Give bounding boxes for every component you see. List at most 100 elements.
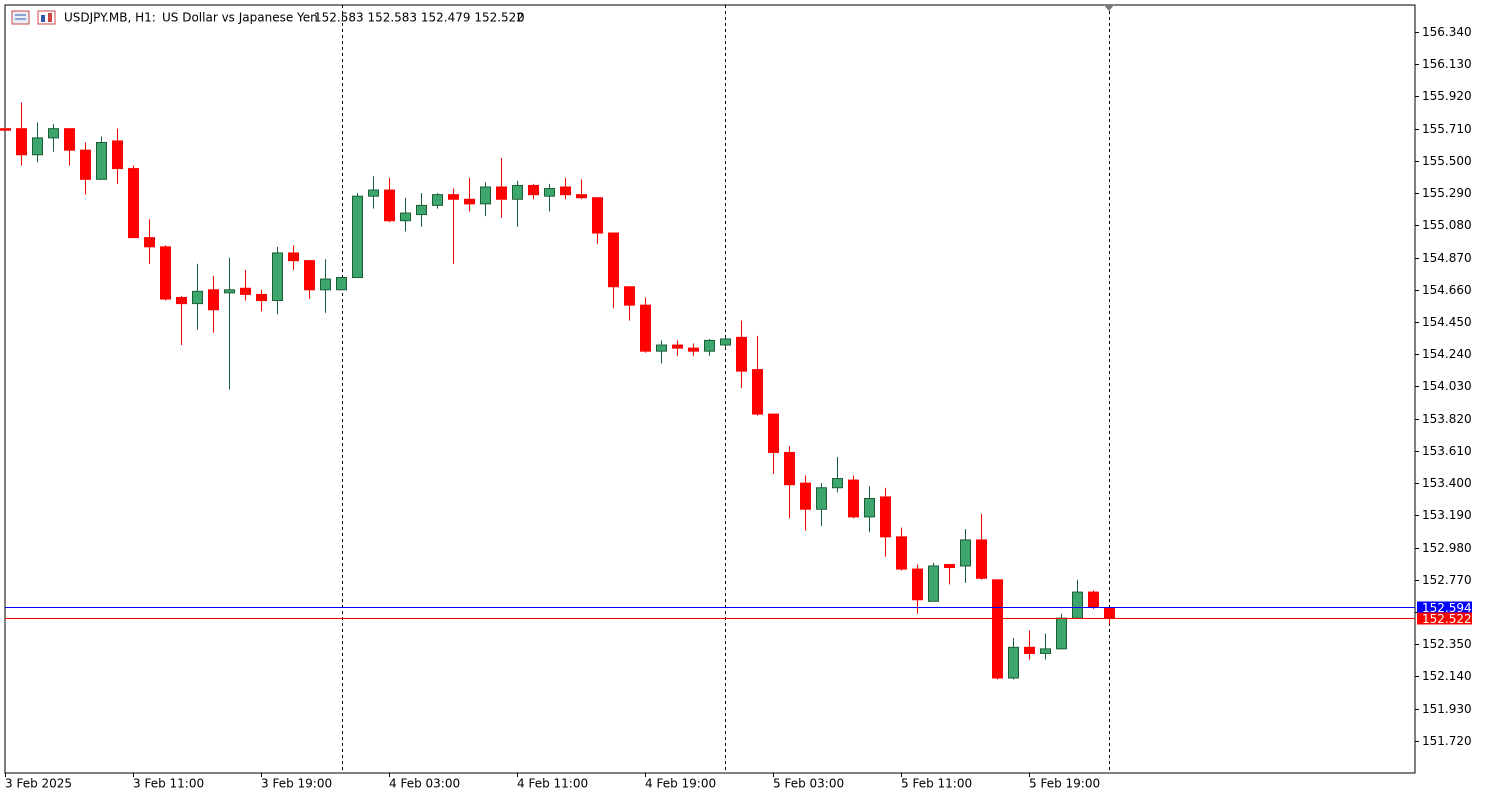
candle-body bbox=[624, 286, 635, 306]
candle-body bbox=[736, 336, 747, 372]
candle-body bbox=[608, 232, 619, 288]
y-tick-label: 154.450 bbox=[1422, 315, 1472, 329]
candle-body bbox=[224, 289, 235, 294]
candle-body bbox=[144, 237, 155, 248]
price-label: 152.522 bbox=[1422, 612, 1472, 626]
candle-body bbox=[768, 413, 779, 453]
y-tick-label: 155.080 bbox=[1422, 218, 1472, 232]
y-tick-label: 156.130 bbox=[1422, 57, 1472, 71]
candle-body bbox=[480, 186, 491, 205]
candle-body bbox=[800, 482, 811, 510]
time-marker bbox=[1104, 5, 1114, 11]
candle-body bbox=[688, 347, 699, 352]
candle-body bbox=[704, 339, 715, 352]
candle-body bbox=[656, 344, 667, 352]
candle-body bbox=[944, 563, 955, 569]
y-tick-label: 153.190 bbox=[1422, 508, 1472, 522]
y-tick-label: 154.660 bbox=[1422, 283, 1472, 297]
candle-body bbox=[784, 451, 795, 486]
candle-body bbox=[0, 128, 11, 131]
y-tick-label: 152.770 bbox=[1422, 573, 1472, 587]
candle-body bbox=[496, 186, 507, 200]
candle-body bbox=[256, 293, 267, 302]
y-tick-label: 151.720 bbox=[1422, 734, 1472, 748]
candle-body bbox=[720, 338, 731, 346]
candle-body bbox=[1088, 591, 1099, 608]
candle-body bbox=[32, 137, 43, 156]
candle-body bbox=[112, 140, 123, 170]
candle-body bbox=[384, 189, 395, 222]
candle-body bbox=[160, 246, 171, 300]
candle-body bbox=[560, 186, 571, 196]
candle-body bbox=[880, 496, 891, 538]
quote-extra: 0 bbox=[517, 11, 525, 25]
candle-body bbox=[1104, 608, 1115, 619]
x-tick-label: 5 Feb 03:00 bbox=[773, 777, 844, 791]
candle-body bbox=[928, 565, 939, 602]
y-tick-label: 154.870 bbox=[1422, 251, 1472, 265]
y-tick-label: 152.980 bbox=[1422, 541, 1472, 555]
candle-body bbox=[848, 479, 859, 518]
y-tick-label: 155.920 bbox=[1422, 89, 1472, 103]
candle-body bbox=[752, 369, 763, 415]
candle-body bbox=[816, 487, 827, 510]
candle-body bbox=[64, 128, 75, 151]
candle-body bbox=[528, 184, 539, 196]
icon bbox=[11, 10, 30, 25]
candle-body bbox=[1008, 646, 1019, 679]
candle-body bbox=[176, 296, 187, 305]
y-tick-label: 156.340 bbox=[1422, 25, 1472, 39]
candle-body bbox=[1040, 648, 1051, 654]
candle-body bbox=[1072, 591, 1083, 619]
candle-body bbox=[240, 287, 251, 295]
candle-body bbox=[464, 198, 475, 205]
candle-body bbox=[1056, 617, 1067, 650]
candle-body bbox=[576, 194, 587, 199]
candle-body bbox=[16, 128, 27, 156]
y-tick-label: 155.500 bbox=[1422, 154, 1472, 168]
candle-body bbox=[192, 290, 203, 305]
icon-bar bbox=[48, 13, 52, 22]
candle-body bbox=[912, 568, 923, 601]
x-tick-label: 3 Feb 19:00 bbox=[261, 777, 332, 791]
candle-body bbox=[400, 212, 411, 222]
x-tick-label: 4 Feb 03:00 bbox=[389, 777, 460, 791]
candle-body bbox=[432, 194, 443, 206]
icon bbox=[37, 10, 56, 25]
day-separators bbox=[342, 5, 1110, 773]
candle-body bbox=[960, 539, 971, 567]
y-tick-label: 153.400 bbox=[1422, 476, 1472, 490]
y-tick-label: 153.820 bbox=[1422, 412, 1472, 426]
y-tick-label: 155.290 bbox=[1422, 186, 1472, 200]
x-tick-label: 4 Feb 11:00 bbox=[517, 777, 588, 791]
candle-body bbox=[48, 128, 59, 139]
x-tick-label: 5 Feb 11:00 bbox=[901, 777, 972, 791]
candle-body bbox=[304, 260, 315, 291]
header: USDJPY.MB, H1: US Dollar vs Japanese Yen… bbox=[11, 10, 525, 25]
x-tick-label: 4 Feb 19:00 bbox=[645, 777, 716, 791]
candle-body bbox=[416, 204, 427, 216]
candle-body bbox=[288, 252, 299, 262]
candle-body bbox=[640, 304, 651, 352]
plot-frame bbox=[4, 4, 1416, 774]
price-label-bg bbox=[1417, 601, 1472, 614]
price-label: 152.594 bbox=[1422, 601, 1472, 615]
y-tick-label: 153.610 bbox=[1422, 444, 1472, 458]
candle-body bbox=[448, 194, 459, 200]
x-tick-label: 3 Feb 2025 bbox=[5, 777, 72, 791]
candle-body bbox=[544, 188, 555, 197]
candle-body bbox=[96, 141, 107, 180]
y-tick-label: 152.350 bbox=[1422, 637, 1472, 651]
price-label-bg bbox=[1417, 612, 1472, 625]
y-tick-label: 155.710 bbox=[1422, 122, 1472, 136]
symbol: USDJPY.MB, H1: bbox=[64, 11, 156, 25]
candle-body bbox=[672, 344, 683, 349]
candle-body bbox=[128, 168, 139, 239]
quote: 152.583 152.583 152.479 152.522 bbox=[314, 11, 524, 25]
candle-body bbox=[352, 195, 363, 279]
candle-body bbox=[512, 184, 523, 200]
candle-body bbox=[272, 252, 283, 302]
y-tick-label: 154.240 bbox=[1422, 347, 1472, 361]
